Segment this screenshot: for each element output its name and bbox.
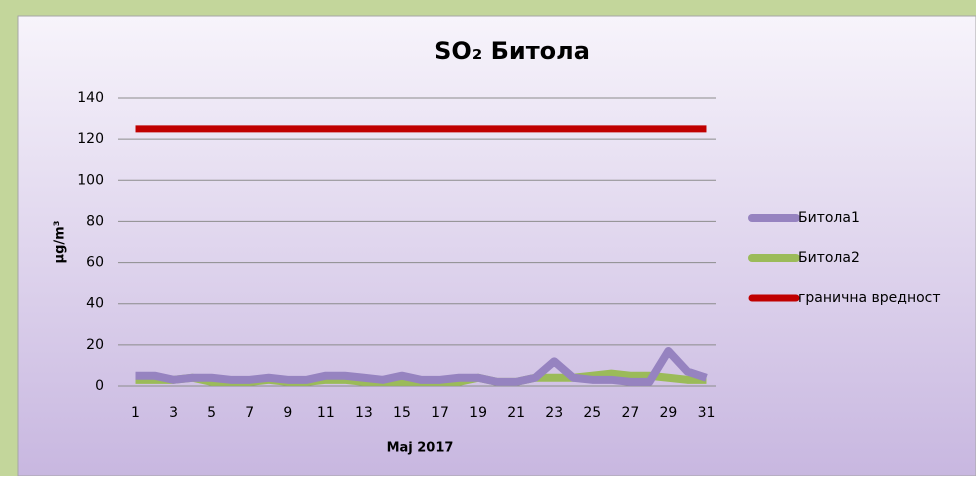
y-tick-label: 120 bbox=[77, 131, 104, 147]
x-tick-label: 29 bbox=[660, 405, 678, 421]
x-tick-label: 19 bbox=[469, 405, 487, 421]
y-tick-label: 100 bbox=[77, 172, 104, 188]
x-tick-label: 25 bbox=[583, 405, 601, 421]
legend-label: Битола2 bbox=[798, 250, 860, 266]
x-tick-label: 1 bbox=[131, 405, 140, 421]
legend-label: Битола1 bbox=[798, 210, 860, 226]
x-tick-label: 31 bbox=[698, 405, 716, 421]
x-tick-label: 13 bbox=[355, 405, 373, 421]
x-tick-label: 7 bbox=[245, 405, 254, 421]
legend-label: гранична вредност bbox=[798, 290, 941, 306]
y-tick-label: 80 bbox=[86, 213, 104, 229]
x-tick-label: 15 bbox=[393, 405, 411, 421]
series-line bbox=[135, 347, 708, 386]
x-tick-label: 21 bbox=[507, 405, 525, 421]
y-tick-label: 60 bbox=[86, 255, 104, 271]
x-tick-label: 11 bbox=[317, 405, 335, 421]
y-tick-label: 20 bbox=[86, 337, 104, 353]
y-tick-label: 40 bbox=[86, 296, 104, 312]
chart-area bbox=[17, 15, 976, 477]
x-tick-label: 23 bbox=[545, 405, 563, 421]
y-axis-label: μg/m³ bbox=[53, 221, 68, 264]
chart-title: SO₂ Битола bbox=[434, 37, 590, 65]
x-tick-label: 3 bbox=[169, 405, 178, 421]
x-tick-label: 27 bbox=[621, 405, 639, 421]
y-tick-label: 140 bbox=[77, 90, 104, 106]
x-axis-label: Мај 2017 bbox=[387, 441, 454, 456]
x-tick-label: 5 bbox=[207, 405, 216, 421]
x-tick-label: 17 bbox=[431, 405, 449, 421]
x-tick-label: 9 bbox=[283, 405, 292, 421]
y-tick-label: 0 bbox=[95, 378, 104, 394]
